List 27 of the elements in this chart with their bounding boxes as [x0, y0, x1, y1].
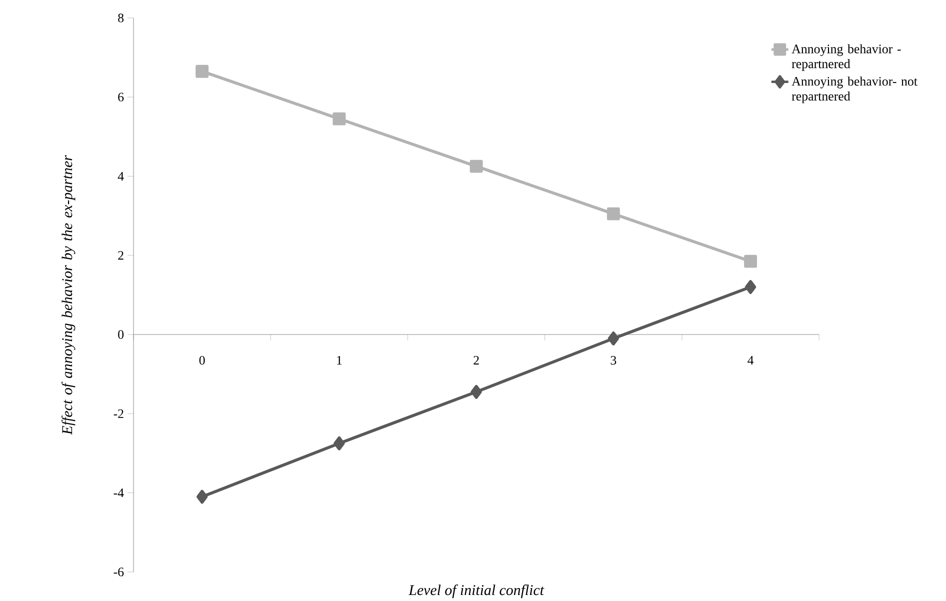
point [470, 384, 482, 399]
point [470, 160, 483, 173]
point [196, 64, 209, 78]
point [196, 490, 208, 504]
y-tick-label: -4 [114, 488, 124, 497]
y-tick-label: 4 [118, 172, 124, 180]
point [606, 207, 620, 220]
legend-label: Annoying behavior - repartnered [792, 44, 901, 71]
legend-label: Annoying behavior- not repartnered [792, 76, 918, 103]
point [334, 436, 345, 450]
point [332, 112, 346, 126]
y-tick-label: 0 [118, 330, 124, 339]
point [608, 331, 620, 346]
x-tick-label: 2 [474, 356, 479, 364]
x-axis-title: Level of initial conflict [408, 584, 544, 598]
point [744, 280, 756, 294]
x-tick-label: 4 [748, 356, 754, 364]
point [744, 254, 758, 268]
x-tick-label: 0 [199, 356, 205, 364]
y-tick-label: 6 [118, 92, 124, 102]
x-tick-label: 1 [337, 356, 342, 364]
x-tick-label: 3 [610, 356, 616, 364]
y-tick-label: -2 [114, 409, 124, 418]
y-axis-title: Effect of annoying behavior by the ex-partner [62, 154, 76, 435]
y-tick-label: 8 [118, 13, 124, 22]
y-tick-label: -6 [114, 567, 124, 576]
y-tick-label: 2 [118, 250, 124, 260]
